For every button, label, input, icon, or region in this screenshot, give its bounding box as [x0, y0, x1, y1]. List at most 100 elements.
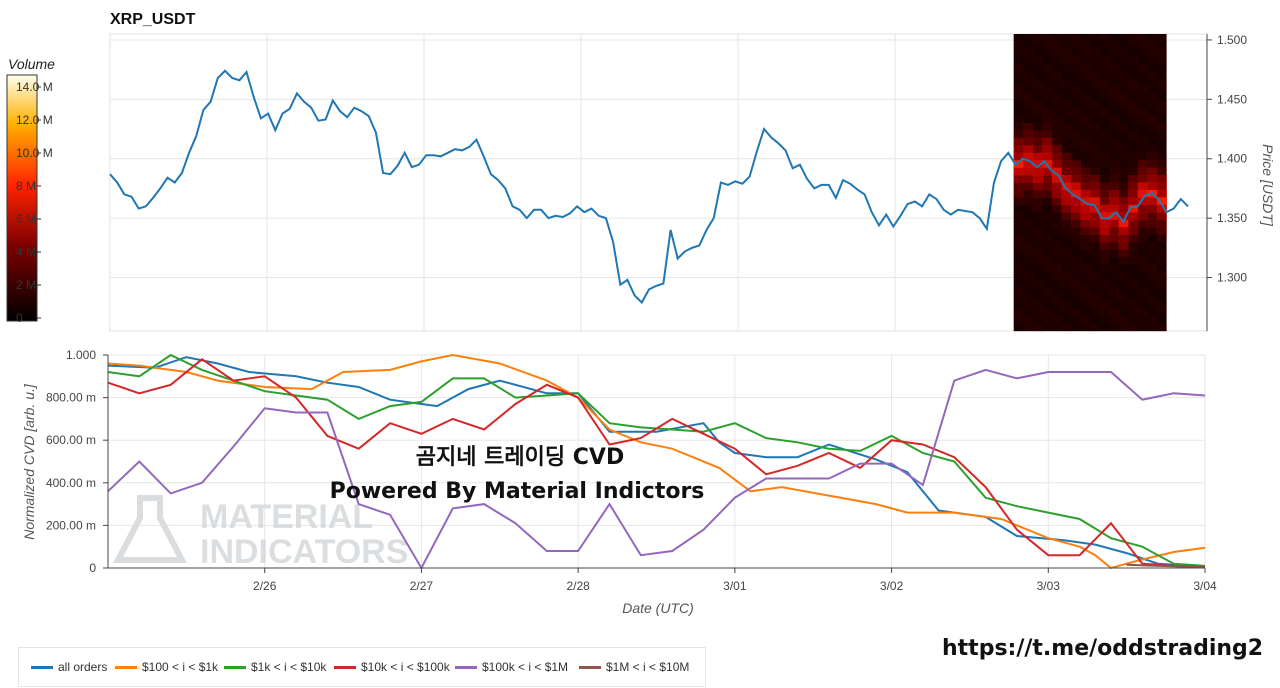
- heatmap-cell: [1061, 108, 1072, 117]
- heatmap-cell: [1023, 130, 1034, 139]
- heatmap-cell: [1013, 308, 1024, 317]
- heatmap-cell: [1137, 189, 1148, 198]
- heatmap-cell: [1156, 108, 1167, 117]
- heatmap-cell: [1061, 71, 1072, 80]
- heatmap-cell: [1099, 182, 1110, 191]
- heatmap-cell: [1051, 34, 1062, 42]
- heatmap-cell: [1013, 212, 1024, 221]
- heatmap-cell: [1090, 316, 1101, 325]
- heatmap-cell: [1080, 56, 1091, 65]
- heatmap-cell: [1013, 115, 1024, 124]
- heatmap-cell: [1032, 137, 1043, 146]
- heatmap-cell: [1099, 308, 1110, 317]
- heatmap-cell: [1109, 115, 1120, 124]
- cvd-x-axis-label: Date (UTC): [622, 600, 694, 616]
- heatmap-cell: [1099, 160, 1110, 169]
- heatmap-cell: [1070, 34, 1082, 42]
- colorbar-tick-label: 2 M: [16, 278, 36, 292]
- heatmap-cell: [1137, 279, 1148, 287]
- heatmap-cell: [1080, 78, 1091, 87]
- heatmap-cell: [1070, 71, 1082, 80]
- heatmap-cell: [1013, 100, 1024, 109]
- heatmap-cell: [1118, 323, 1129, 332]
- heatmap-cell: [1099, 63, 1110, 72]
- heatmap-cell: [1032, 227, 1043, 235]
- heatmap-cell: [1090, 182, 1101, 191]
- heatmap-cell: [1023, 160, 1034, 169]
- heatmap-cell: [1080, 71, 1091, 80]
- heatmap-cell: [1013, 286, 1024, 295]
- orderbook-heatmap: [1013, 34, 1167, 332]
- heatmap-cell: [1156, 227, 1167, 235]
- heatmap-cell: [1099, 241, 1110, 250]
- heatmap-cell: [1137, 316, 1148, 325]
- legend-item[interactable]: $1M < i < $10M: [579, 660, 689, 674]
- heatmap-cell: [1051, 293, 1062, 302]
- cvd-x-tick-label: 2/26: [253, 579, 277, 593]
- heatmap-cell: [1013, 293, 1024, 302]
- heatmap-cell: [1023, 100, 1034, 109]
- heatmap-cell: [1013, 93, 1024, 102]
- heatmap-cell: [1023, 71, 1034, 80]
- heatmap-cell: [1109, 78, 1120, 87]
- heatmap-cell: [1080, 293, 1091, 302]
- heatmap-cell: [1118, 234, 1129, 243]
- heatmap-cell: [1061, 63, 1072, 72]
- heatmap-cell: [1090, 219, 1101, 228]
- legend-item[interactable]: $100k < i < $1M: [455, 660, 568, 674]
- heatmap-cell: [1032, 241, 1043, 250]
- heatmap-cell: [1042, 85, 1053, 94]
- heatmap-cell: [1147, 71, 1158, 80]
- heatmap-cell: [1128, 316, 1139, 325]
- heatmap-cell: [1118, 145, 1129, 154]
- heatmap-cell: [1013, 182, 1024, 191]
- heatmap-cell: [1032, 175, 1043, 183]
- heatmap-cell: [1128, 301, 1139, 310]
- legend-item[interactable]: $100 < i < $1k: [115, 660, 218, 674]
- legend-item[interactable]: all orders: [31, 660, 107, 674]
- heatmap-cell: [1118, 308, 1129, 317]
- heatmap-cell: [1090, 130, 1101, 139]
- heatmap-cell: [1118, 56, 1129, 65]
- legend-item[interactable]: $10k < i < $100k: [334, 660, 450, 674]
- heatmap-cell: [1118, 93, 1129, 102]
- heatmap-cell: [1051, 63, 1062, 72]
- heatmap-cell: [1147, 63, 1158, 72]
- heatmap-cell: [1070, 234, 1082, 243]
- heatmap-cell: [1156, 249, 1167, 258]
- heatmap-cell: [1156, 115, 1167, 124]
- heatmap-cell: [1013, 189, 1024, 198]
- heatmap-cell: [1042, 241, 1053, 250]
- legend-item[interactable]: $1k < i < $10k: [224, 660, 326, 674]
- heatmap-cell: [1032, 286, 1043, 295]
- chart-title: XRP_USDT: [110, 11, 196, 28]
- cvd-y-tick-label: 600.00 m: [46, 433, 96, 447]
- heatmap-cell: [1090, 323, 1101, 332]
- heatmap-cell: [1013, 41, 1024, 50]
- heatmap-cell: [1147, 271, 1158, 280]
- heatmap-cell: [1061, 241, 1072, 250]
- heatmap-cell: [1128, 264, 1139, 273]
- heatmap-cell: [1061, 212, 1072, 221]
- heatmap-cell: [1109, 41, 1120, 50]
- heatmap-cell: [1070, 212, 1082, 221]
- heatmap-cell: [1023, 227, 1034, 235]
- heatmap-cell: [1013, 152, 1024, 161]
- heatmap-cell: [1061, 189, 1072, 198]
- heatmap-cell: [1147, 264, 1158, 273]
- heatmap-cell: [1099, 227, 1110, 235]
- heatmap-cell: [1128, 271, 1139, 280]
- colorbar-tick-label: 4 M: [16, 245, 36, 259]
- heatmap-cell: [1013, 85, 1024, 94]
- heatmap-cell: [1147, 204, 1158, 213]
- heatmap-cell: [1109, 100, 1120, 109]
- heatmap-cell: [1099, 78, 1110, 87]
- heatmap-cell: [1109, 271, 1120, 280]
- heatmap-cell: [1090, 63, 1101, 72]
- heatmap-cell: [1137, 63, 1148, 72]
- heatmap-cell: [1032, 197, 1043, 206]
- heatmap-cell: [1109, 152, 1120, 161]
- heatmap-cell: [1013, 175, 1024, 183]
- telegram-link[interactable]: https://t.me/oddstrading2: [942, 636, 1264, 661]
- heatmap-cell: [1032, 100, 1043, 109]
